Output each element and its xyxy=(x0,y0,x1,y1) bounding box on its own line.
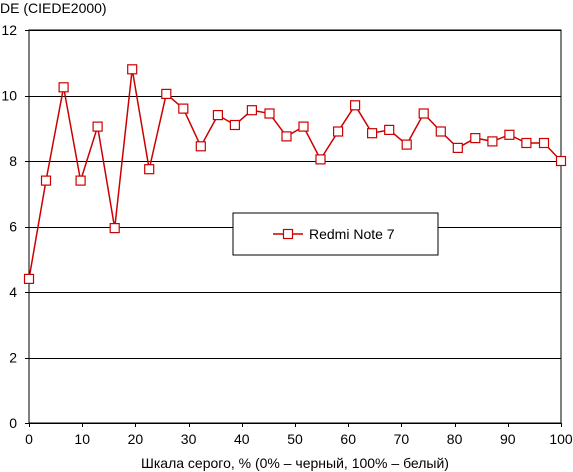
x-axis-label: Шкала серого, % (0% – черный, 100% – бел… xyxy=(141,455,449,471)
data-point-marker xyxy=(470,133,481,144)
data-point-marker xyxy=(350,100,361,111)
data-point-marker xyxy=(281,131,292,142)
x-tick-label: 0 xyxy=(25,431,33,447)
data-point-marker xyxy=(333,126,344,137)
x-axis-ticks: 0 10 20 30 40 50 60 70 80 90 100 xyxy=(25,423,573,447)
y-axis-label: DE (CIEDE2000) xyxy=(0,0,107,16)
data-point-marker xyxy=(246,105,257,116)
data-point-marker xyxy=(435,126,446,137)
x-tick-label: 60 xyxy=(340,431,356,447)
legend: Redmi Note 7 xyxy=(232,212,439,256)
y-tick-label: 10 xyxy=(1,88,17,104)
data-point-marker xyxy=(367,128,378,139)
data-point-marker xyxy=(178,103,189,114)
data-point-marker xyxy=(40,175,52,186)
x-tick-label: 50 xyxy=(287,431,303,447)
data-point-marker xyxy=(229,119,240,131)
y-tick-label: 2 xyxy=(9,350,17,366)
data-point-marker xyxy=(23,273,35,284)
y-tick-label: 0 xyxy=(9,415,17,431)
x-tick-label: 30 xyxy=(181,431,197,447)
y-axis-ticks: 0 2 4 6 8 10 12 xyxy=(1,22,29,431)
data-point-marker xyxy=(195,141,206,152)
y-tick-label: 8 xyxy=(9,153,17,169)
y-tick-label: 6 xyxy=(9,219,17,235)
data-point-marker xyxy=(161,88,172,100)
data-point-marker xyxy=(418,108,429,119)
x-tick-label: 10 xyxy=(74,431,90,447)
data-point-marker xyxy=(298,121,309,132)
data-point-marker xyxy=(401,139,412,150)
x-tick-label: 90 xyxy=(500,431,516,447)
data-point-marker xyxy=(384,124,395,136)
x-tick-label: 20 xyxy=(128,431,144,447)
data-point-marker xyxy=(315,154,326,165)
data-point-marker xyxy=(452,142,463,153)
data-point-marker xyxy=(92,121,103,132)
data-point-marker xyxy=(75,175,86,186)
data-point-marker xyxy=(144,164,155,175)
data-point-marker xyxy=(487,136,498,147)
data-point-marker xyxy=(212,109,223,121)
series-layer xyxy=(23,64,567,284)
x-tick-label: 40 xyxy=(234,431,250,447)
data-point-marker xyxy=(127,64,138,75)
x-tick-label: 70 xyxy=(394,431,410,447)
x-tick-label: 100 xyxy=(549,431,573,447)
legend-box xyxy=(232,212,439,256)
y-tick-label: 4 xyxy=(9,284,17,300)
legend-marker-sample xyxy=(282,228,294,240)
x-tick-label: 80 xyxy=(447,431,463,447)
y-tick-label: 12 xyxy=(1,22,17,38)
data-point-marker xyxy=(264,108,275,119)
legend-label: Redmi Note 7 xyxy=(309,226,395,242)
data-point-marker xyxy=(109,223,120,234)
data-point-marker xyxy=(555,155,567,167)
data-point-marker xyxy=(504,129,515,140)
data-point-marker xyxy=(521,137,532,149)
data-point-marker xyxy=(538,137,550,149)
data-point-marker xyxy=(58,82,69,93)
